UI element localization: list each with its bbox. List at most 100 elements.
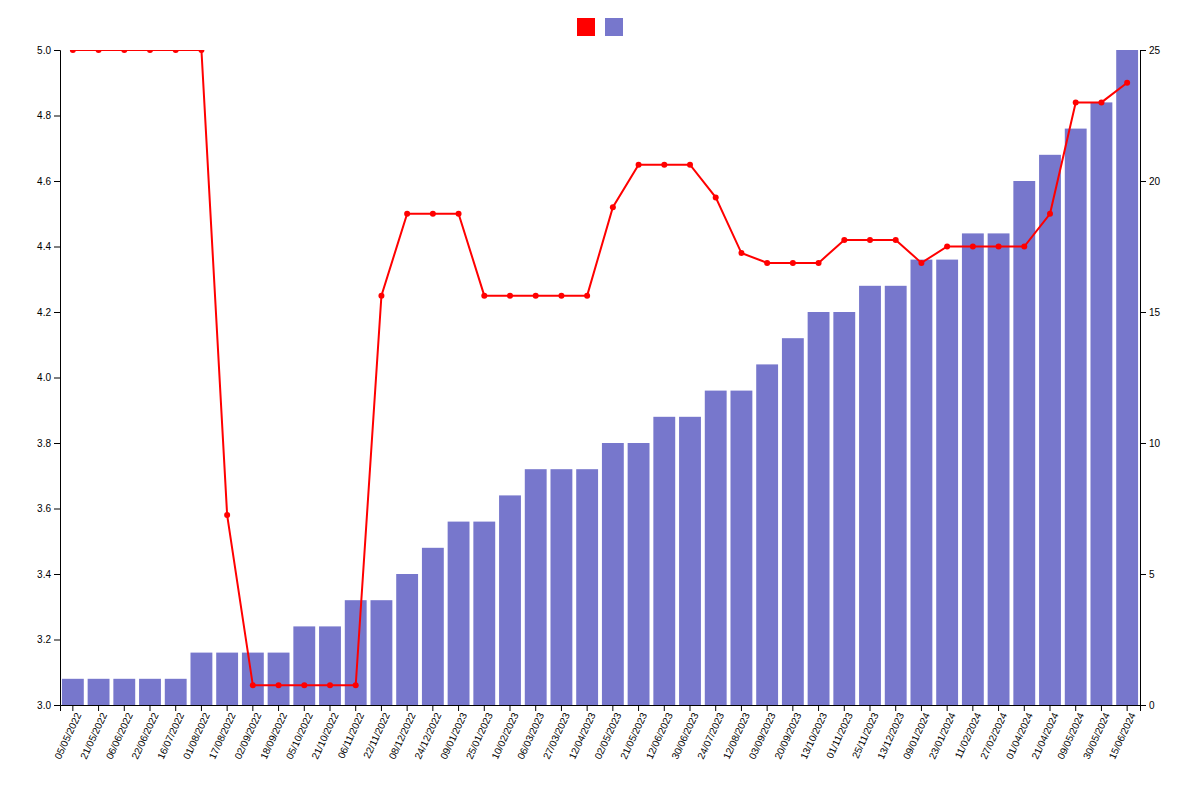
tick-mark <box>54 116 60 117</box>
line-marker <box>301 682 307 688</box>
axis-line <box>1141 51 1147 706</box>
tick-mark <box>355 705 356 711</box>
tick-mark <box>175 705 176 711</box>
y-tick: 4.0 <box>37 372 60 383</box>
tick-label: 15 <box>1149 307 1161 318</box>
line-marker <box>250 682 256 688</box>
tick-mark <box>1075 705 1076 711</box>
tick-label: 3.4 <box>37 569 51 580</box>
tick-label: 25 <box>1149 45 1161 56</box>
x-tick: 15/06/2024 <box>1107 705 1138 761</box>
tick-mark <box>1140 443 1146 444</box>
tick-mark <box>252 705 253 711</box>
tick-label: 4.8 <box>37 110 51 121</box>
bar <box>473 522 495 705</box>
bar <box>525 469 547 705</box>
tick-mark <box>484 705 485 711</box>
line-marker <box>558 293 564 299</box>
y-tick: 5 <box>1140 569 1155 580</box>
line-marker <box>430 211 436 217</box>
y2-axis: 0510152025 <box>1140 45 1161 711</box>
line-marker <box>276 682 282 688</box>
line-marker <box>893 237 899 243</box>
line-marker <box>378 293 384 299</box>
bar <box>1065 129 1087 705</box>
line-marker <box>867 237 873 243</box>
bar <box>782 338 804 705</box>
line-marker <box>687 162 693 168</box>
tick-mark <box>54 378 60 379</box>
bar <box>319 626 341 705</box>
bar <box>139 679 161 705</box>
tick-mark <box>870 705 871 711</box>
bar <box>756 364 778 705</box>
chart: 05/05/202221/05/202206/06/202222/06/2022… <box>0 0 1200 800</box>
tick-mark <box>1050 705 1051 711</box>
tick-label: 10 <box>1149 438 1161 449</box>
tick-mark <box>227 705 228 711</box>
line-marker <box>224 512 230 518</box>
bar <box>705 391 727 705</box>
tick-mark <box>767 705 768 711</box>
tick-mark <box>381 705 382 711</box>
legend-swatch <box>577 18 595 36</box>
bar <box>191 653 213 705</box>
y-tick: 25 <box>1140 45 1161 56</box>
line-marker <box>198 50 204 53</box>
bar <box>988 233 1010 705</box>
tick-mark <box>715 705 716 711</box>
tick-mark <box>587 705 588 711</box>
bar <box>551 469 573 705</box>
legend <box>577 18 623 36</box>
tick-label: 3.0 <box>37 700 51 711</box>
tick-label: 3.2 <box>37 634 51 645</box>
tick-mark <box>1140 312 1146 313</box>
bar <box>1039 155 1061 705</box>
line-marker <box>456 211 462 217</box>
line-marker <box>713 194 719 200</box>
tick-mark <box>844 705 845 711</box>
marks <box>62 50 1138 705</box>
bar <box>911 260 933 705</box>
bar <box>936 260 958 705</box>
line-marker <box>790 260 796 266</box>
line-marker <box>147 50 153 53</box>
bar <box>165 679 187 705</box>
line-marker <box>661 162 667 168</box>
tick-mark <box>407 705 408 711</box>
bar <box>679 417 701 705</box>
tick-label: 3.6 <box>37 503 51 514</box>
bar-series <box>62 50 1138 705</box>
line-marker <box>944 244 950 250</box>
axis-line <box>54 51 61 706</box>
tick-mark <box>432 705 433 711</box>
line-marker <box>764 260 770 266</box>
bar <box>859 286 881 705</box>
bar <box>628 443 650 705</box>
bar <box>113 679 135 705</box>
tick-mark <box>664 705 665 711</box>
bar <box>422 548 444 705</box>
tick-mark <box>972 705 973 711</box>
y-tick: 3.4 <box>37 569 60 580</box>
line-marker <box>1073 99 1079 105</box>
tick-mark <box>54 574 60 575</box>
bar <box>371 600 393 705</box>
bar <box>88 679 110 705</box>
tick-mark <box>947 705 948 711</box>
tick-mark <box>54 247 60 248</box>
bar <box>396 574 418 705</box>
line-marker <box>841 237 847 243</box>
tick-mark <box>330 705 331 711</box>
line-marker <box>533 293 539 299</box>
plot-area: 05/05/202221/05/202206/06/202222/06/2022… <box>37 45 1160 761</box>
tick-mark <box>741 705 742 711</box>
line-marker <box>816 260 822 266</box>
tick-mark <box>998 705 999 711</box>
tick-mark <box>1101 705 1102 711</box>
tick-label: 0 <box>1149 700 1155 711</box>
y-tick: 3.0 <box>37 700 60 711</box>
bar <box>345 600 367 705</box>
y-tick: 0 <box>1140 700 1155 711</box>
tick-mark <box>304 705 305 711</box>
